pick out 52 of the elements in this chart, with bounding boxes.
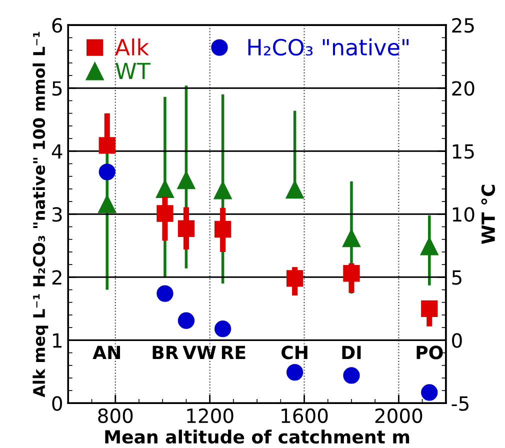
x-tick-label: 1200	[187, 408, 234, 424]
y2-axis-title: WT °C	[481, 184, 496, 244]
y2-tick-label: 15	[452, 144, 474, 159]
x-tick-label: 800	[98, 408, 133, 424]
point	[421, 300, 438, 318]
point	[98, 164, 116, 180]
y2-tick-label: 25	[452, 18, 474, 33]
legend-label: H₂CO₃ "native"	[248, 38, 408, 56]
y-tick-label: 4	[52, 144, 62, 159]
y-tick-label: 3	[52, 207, 62, 222]
y2-tick-label: 10	[452, 207, 474, 222]
point	[156, 205, 174, 222]
y-tick-label: 0	[52, 396, 62, 411]
y2-tick-label: 0	[452, 333, 462, 348]
point	[286, 180, 304, 199]
point	[178, 220, 195, 237]
x-axis-title: Mean altitude of catchment m	[105, 430, 410, 444]
point	[214, 181, 232, 200]
annotation: PO	[416, 346, 443, 360]
y-tick-label: 5	[52, 81, 62, 96]
annotation: AN	[92, 346, 120, 360]
point	[156, 180, 174, 198]
point	[421, 384, 438, 401]
point	[214, 220, 232, 238]
point	[343, 265, 360, 282]
point	[342, 229, 361, 248]
annotation: DI	[342, 346, 361, 360]
y2-tick-label: 20	[452, 81, 474, 96]
annotation: VW	[182, 346, 216, 360]
point	[420, 237, 438, 256]
legend-label: Alk	[115, 38, 150, 56]
y2-tick-label: 5	[452, 270, 462, 285]
annotation: BR	[152, 346, 178, 360]
x-tick-label: 2000	[375, 408, 422, 424]
point	[177, 171, 196, 190]
point	[343, 367, 360, 384]
point	[98, 195, 116, 214]
y-axis-title: Alk meq L⁻¹ H₂CO₃ "native" 100 mmol L⁻¹	[32, 32, 48, 398]
annotation: CH	[282, 346, 308, 360]
point	[214, 320, 232, 338]
x-tick-label: 1600	[282, 408, 328, 424]
y-tick-label: 6	[52, 18, 62, 33]
y2-tick-label: -5	[452, 396, 468, 411]
y-tick-label: 1	[53, 333, 62, 348]
point	[178, 312, 195, 329]
annotation: RE	[222, 346, 246, 360]
point	[98, 137, 116, 154]
point	[156, 285, 174, 302]
legend-label: WT	[116, 62, 150, 80]
point	[286, 364, 304, 381]
y-tick-label: 2	[52, 270, 62, 285]
point	[286, 270, 304, 287]
